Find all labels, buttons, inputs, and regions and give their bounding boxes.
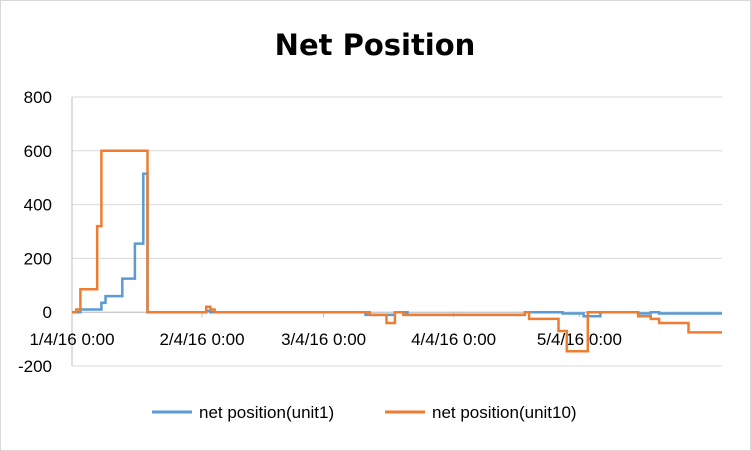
y-tick-label-600: 600 — [24, 142, 52, 161]
y-tick-label-0: 0 — [43, 303, 52, 322]
x-tick-labels: 1/4/16 0:00 2/4/16 0:00 3/4/16 0:00 4/4/16 … — [29, 330, 621, 349]
y-tick-label-400: 400 — [24, 196, 52, 215]
axes — [71, 97, 722, 366]
y-tick-label--200: -200 — [18, 357, 52, 376]
legend: net position(unit1) net position(unit10) — [152, 403, 577, 422]
x-tick-label-3: 4/4/16 0:00 — [411, 330, 496, 349]
x-tick-label-2: 3/4/16 0:00 — [281, 330, 366, 349]
series-line-unit10 — [72, 149, 722, 353]
x-tick-label-1: 2/4/16 0:00 — [159, 330, 244, 349]
x-tick-label-4: 5/4/16 0:00 — [537, 330, 622, 349]
series-lines — [72, 149, 722, 353]
x-tick-label-0: 1/4/16 0:00 — [29, 330, 114, 349]
legend-label-unit1: net position(unit1) — [199, 403, 334, 422]
legend-label-unit10: net position(unit10) — [432, 403, 577, 422]
grid-lines — [72, 96, 722, 367]
series-line-unit1 — [72, 172, 722, 318]
y-tick-label-200: 200 — [24, 249, 52, 268]
y-tick-label-800: 800 — [24, 88, 52, 107]
y-tick-labels: -200 0 200 400 600 800 — [18, 88, 52, 376]
chart-title: Net Position — [275, 28, 476, 62]
